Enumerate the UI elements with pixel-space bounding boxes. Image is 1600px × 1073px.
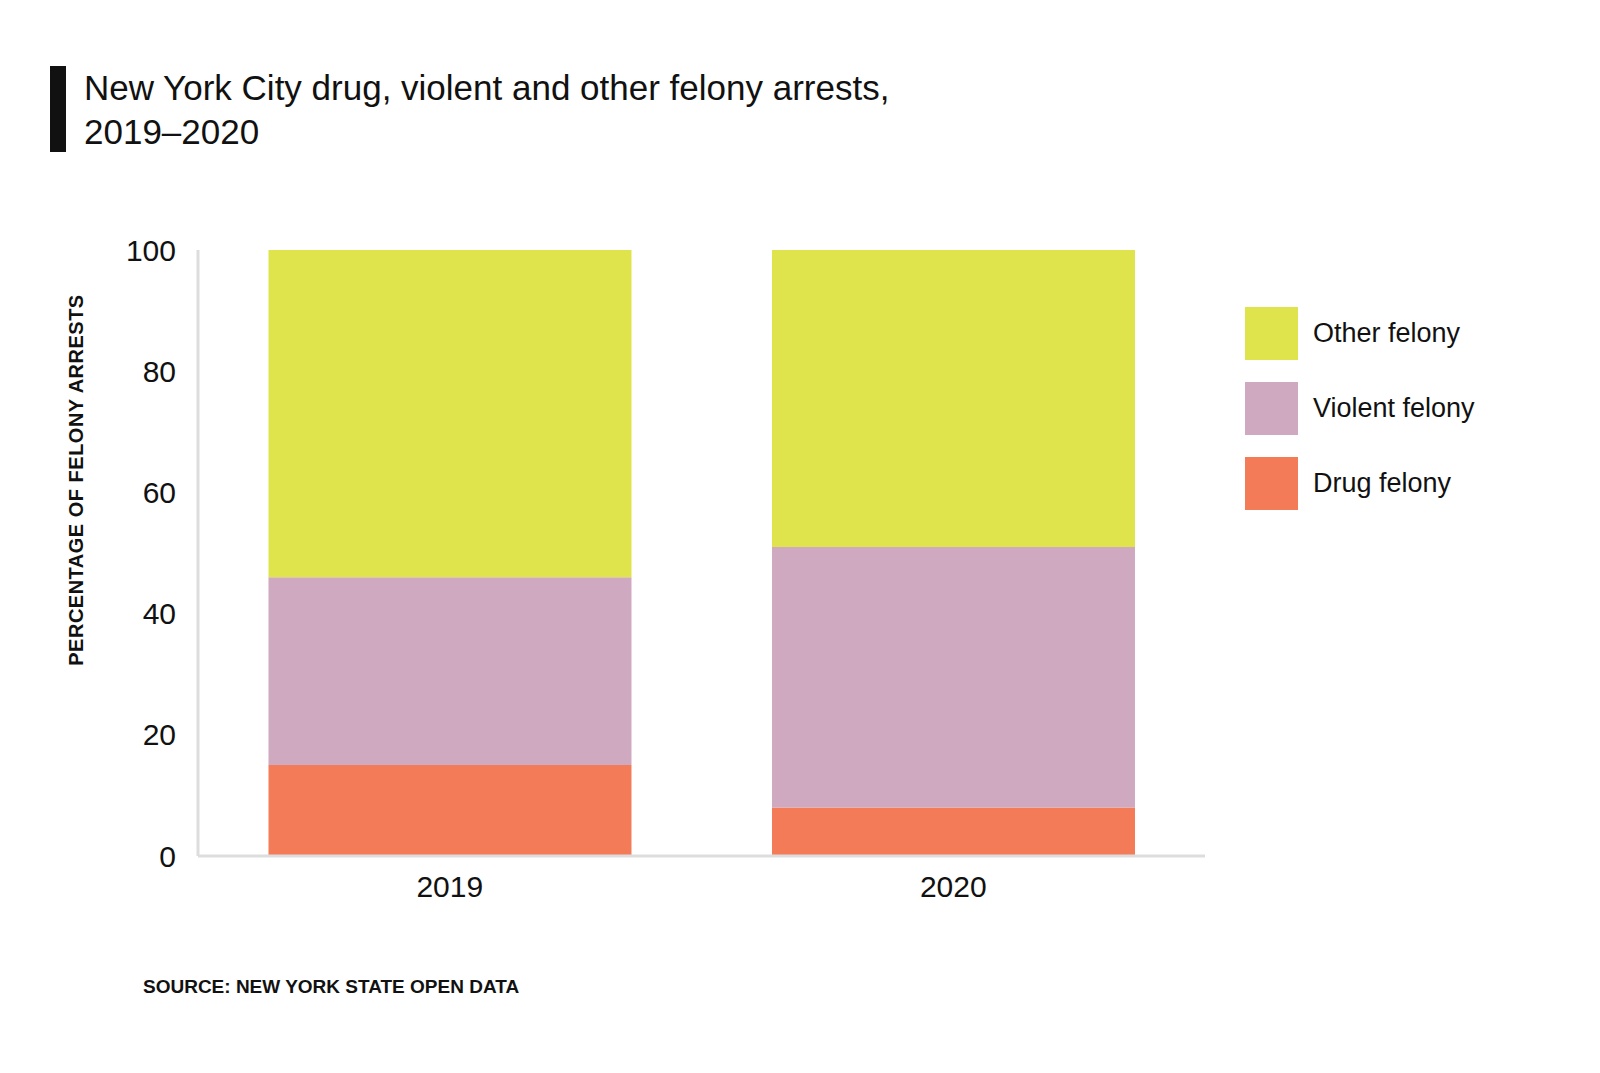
svg-text:2019: 2019 xyxy=(416,870,483,903)
svg-text:60: 60 xyxy=(143,476,176,509)
svg-text:2020: 2020 xyxy=(920,870,987,903)
html-text:Violent felony: Violent felony xyxy=(1313,393,1475,423)
svg-text:80: 80 xyxy=(143,355,176,388)
svg-text:0: 0 xyxy=(159,840,176,873)
html-text:PERCENTAGE OF FELONY ARRESTS: PERCENTAGE OF FELONY ARRESTS xyxy=(64,294,87,666)
html-text:New York City drug, violent an: New York City drug, violent and other fe… xyxy=(84,68,890,151)
svg-text:20: 20 xyxy=(143,718,176,751)
svg-text:100: 100 xyxy=(126,234,176,267)
html-text:Drug felony: Drug felony xyxy=(1313,468,1452,498)
html-text:SOURCE: NEW YORK STATE OPEN DA: SOURCE: NEW YORK STATE OPEN DATA xyxy=(143,976,520,997)
svg-text:40: 40 xyxy=(143,597,176,630)
html-text:Other felony: Other felony xyxy=(1313,318,1461,348)
